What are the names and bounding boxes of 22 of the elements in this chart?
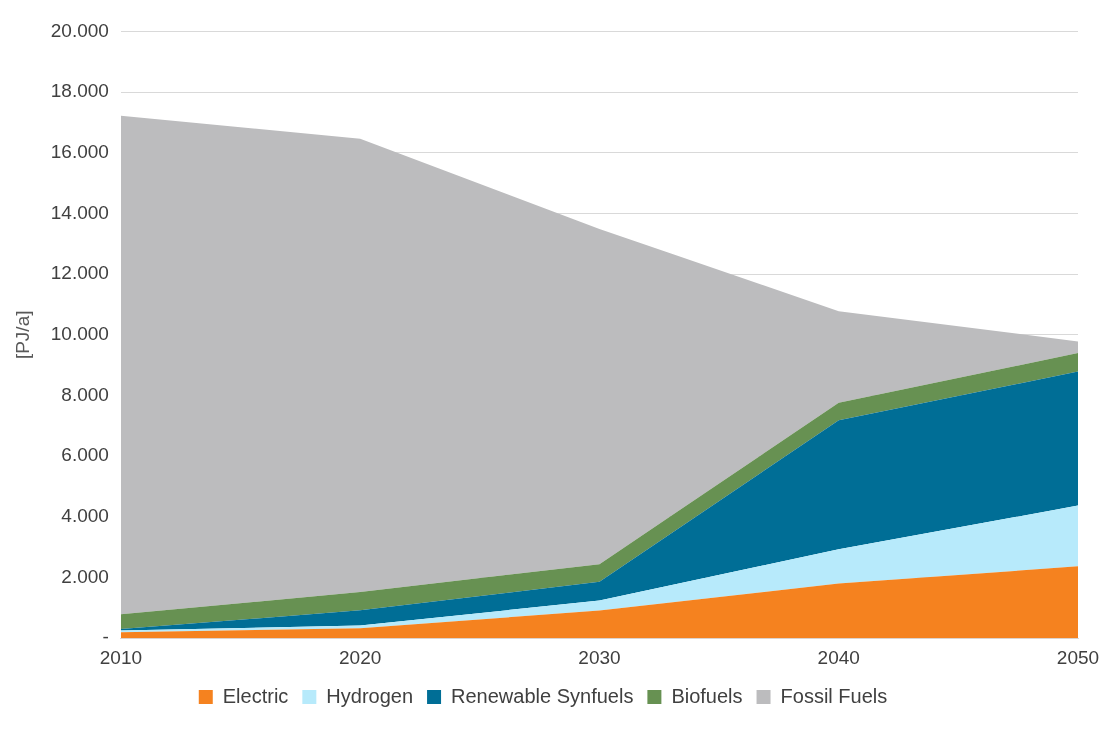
y-tick-label: 12.000 [50, 262, 109, 284]
y-tick-label: - [102, 626, 109, 648]
legend-label: Hydrogen [326, 684, 414, 707]
y-tick-label: 4.000 [61, 505, 109, 527]
legend-label: Fossil Fuels [780, 684, 888, 707]
x-tick-label: 2050 [1056, 646, 1100, 668]
y-tick-label: 20.000 [50, 19, 109, 41]
y-tick-label: 10.000 [50, 323, 109, 345]
y-tick-label: 6.000 [61, 444, 109, 466]
x-tick-label: 2030 [578, 646, 621, 668]
y-tick-label: 8.000 [61, 383, 109, 405]
x-tick-label: 2010 [99, 646, 143, 668]
y-tick-label: 2.000 [61, 565, 109, 587]
x-tick-label: 2040 [817, 646, 860, 668]
legend-label: Biofuels [671, 684, 743, 707]
y-axis-title: [PJ/a] [11, 310, 33, 360]
y-tick-label: 18.000 [50, 80, 109, 102]
legend-label: Renewable Synfuels [451, 684, 634, 707]
legend-label: Electric [222, 684, 289, 707]
y-tick-label: 14.000 [50, 201, 109, 223]
x-tick-label: 2020 [339, 646, 382, 668]
y-tick-label: 16.000 [50, 140, 109, 162]
